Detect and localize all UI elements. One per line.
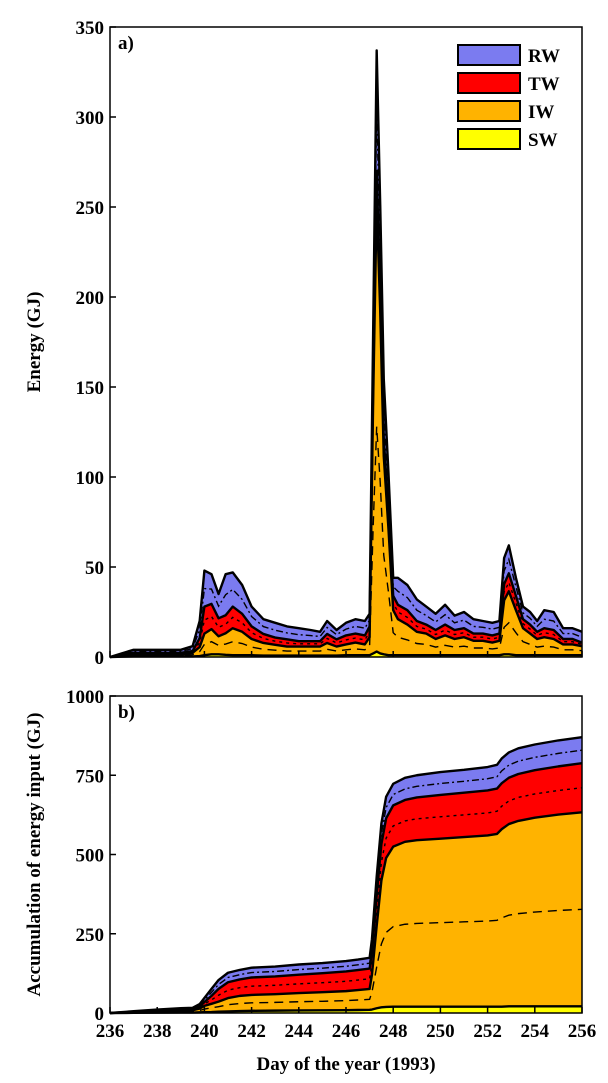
x-tick-label: 238	[143, 1021, 172, 1042]
y-tick-label: 0	[95, 648, 105, 669]
x-axis-title: Day of the year (1993)	[256, 1054, 435, 1075]
legend-label-tw: TW	[528, 74, 560, 95]
line-top-tw	[109, 762, 583, 1015]
y-axis-title: Accumulation of energy input (GJ)	[24, 713, 45, 997]
y-tick-label: 750	[76, 766, 105, 787]
legend-label-iw: IW	[528, 102, 554, 123]
x-tick-label: 254	[521, 1021, 550, 1042]
panel-letter: a)	[118, 33, 134, 54]
y-tick-label: 200	[76, 288, 105, 309]
x-tick-label: 250	[426, 1021, 455, 1042]
line-dashed-iw	[109, 426, 583, 658]
area-rw	[110, 737, 582, 1013]
y-tick-label: 250	[76, 925, 105, 946]
plot-area	[109, 736, 583, 1015]
area-sw	[110, 1006, 582, 1013]
area-iw	[110, 812, 582, 1013]
panel-a: 0 50 100 150 200 250 300 350 a) Energy (GJ) RW TW IW…	[24, 18, 583, 669]
legend-swatch-tw	[457, 72, 521, 94]
line-top-rw	[109, 736, 583, 1015]
y-tick-label: 1000	[66, 687, 104, 708]
line-top-iw	[109, 811, 583, 1015]
legend-label-rw: RW	[528, 46, 560, 67]
area-tw	[110, 763, 582, 1013]
line-dashed-rw	[109, 749, 583, 1014]
y-tick-label: 150	[76, 378, 105, 399]
line-dashed-iw	[109, 908, 583, 1014]
line-top-sw	[109, 650, 582, 659]
line-dashed-rw	[109, 110, 583, 658]
legend-swatch-iw	[457, 100, 521, 122]
y-tick-label: 50	[85, 558, 104, 579]
y-tick-label: 0	[95, 1004, 105, 1025]
legend-swatch-rw	[457, 44, 521, 66]
y-tick-label: 100	[76, 468, 105, 489]
y-tick-label: 300	[76, 108, 105, 129]
y-tick-label: 500	[76, 846, 105, 867]
x-tick-label: 252	[473, 1021, 502, 1042]
panel-letter: b)	[118, 702, 135, 723]
x-tick-label: 248	[379, 1021, 408, 1042]
x-tick-label: 246	[332, 1021, 361, 1042]
y-tick-label: 250	[76, 198, 105, 219]
legend-swatch-sw	[457, 128, 521, 150]
x-tick-label: 242	[237, 1021, 266, 1042]
line-top-tw	[109, 169, 583, 659]
x-tick-label: 236	[96, 1021, 125, 1042]
x-tick-label: 256	[568, 1021, 597, 1042]
x-tick-label: 240	[190, 1021, 219, 1042]
legend: RW TW IW SW	[457, 44, 560, 151]
y-axis-title: Energy (GJ)	[24, 292, 45, 393]
panel-b: 0 250 500 750 1000 236 238 240 242 244 246 248 250 25…	[24, 687, 596, 1075]
legend-label-sw: SW	[528, 130, 558, 151]
plot-area	[109, 49, 583, 659]
x-tick-label: 244	[285, 1021, 314, 1042]
y-tick-label: 350	[76, 18, 105, 39]
